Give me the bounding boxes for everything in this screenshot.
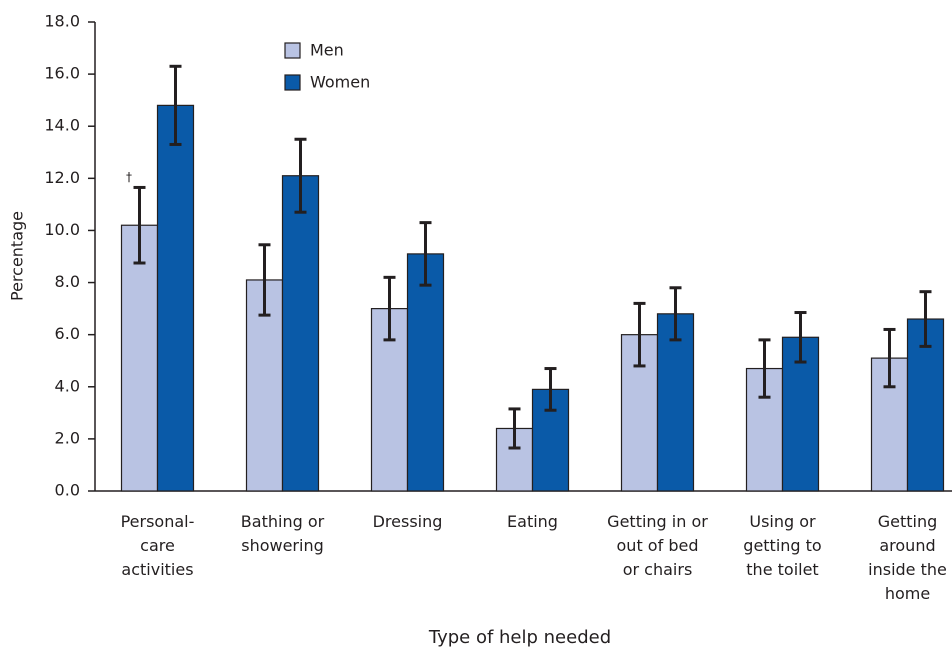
y-tick-label: 6.0 xyxy=(55,324,80,343)
error-bar xyxy=(544,367,557,412)
y-tick-label: 16.0 xyxy=(44,64,80,83)
x-axis-title: Type of help needed xyxy=(428,627,611,648)
label-line: Bathing or xyxy=(241,512,325,531)
error-bar xyxy=(133,185,146,265)
label-line: Eating xyxy=(507,512,558,531)
error-bar xyxy=(758,338,771,399)
y-tick-label: 0.0 xyxy=(55,481,80,500)
x-tick-label: Dressing xyxy=(373,512,443,531)
label-line: activities xyxy=(121,560,193,579)
label-line: out of bed xyxy=(617,536,699,555)
bar xyxy=(281,175,320,492)
label-line: getting to xyxy=(743,536,821,555)
y-tick-label: 14.0 xyxy=(44,116,80,135)
label-line: home xyxy=(885,584,930,603)
label-line: or chairs xyxy=(623,560,693,579)
y-tick-label: 12.0 xyxy=(44,168,80,187)
error-bar xyxy=(919,290,932,348)
legend-swatch xyxy=(284,42,301,59)
label-line: inside the xyxy=(868,560,947,579)
error-bar xyxy=(508,407,521,450)
x-tick-label: Eating xyxy=(507,512,558,531)
bar xyxy=(156,104,195,492)
legend-swatch xyxy=(284,74,301,91)
error-bar xyxy=(258,243,271,317)
error-bar xyxy=(169,64,182,146)
annotation: † xyxy=(126,170,132,184)
error-bar xyxy=(294,137,307,214)
legend-label: Men xyxy=(310,41,344,60)
label-line: showering xyxy=(241,536,324,555)
y-tick-label: 2.0 xyxy=(55,428,80,447)
label-line: Dressing xyxy=(373,512,443,531)
error-bar xyxy=(669,286,682,342)
x-tick-label: Using or getting to the toilet xyxy=(743,512,821,579)
x-tick-label: Bathing or showering xyxy=(241,512,325,555)
x-tick-label: Getting in or out of bed or chairs xyxy=(607,512,708,579)
label-line: Getting in or xyxy=(607,512,708,531)
bar xyxy=(656,313,695,492)
y-axis-title: Percentage xyxy=(8,211,27,301)
label-line: Using or xyxy=(749,512,816,531)
y-tick-label: 18.0 xyxy=(44,12,80,31)
y-tick-label: 10.0 xyxy=(44,220,80,239)
y-tick-label: 8.0 xyxy=(55,272,80,291)
label-line: care xyxy=(140,536,175,555)
x-tick-label: Personal-care activities xyxy=(121,512,195,579)
bar xyxy=(120,224,159,492)
bar xyxy=(406,253,445,492)
y-tick-label: 4.0 xyxy=(55,376,80,395)
error-bar xyxy=(883,327,896,389)
error-bar xyxy=(633,301,646,368)
legend-label: Women xyxy=(310,73,370,92)
error-bar xyxy=(419,221,432,287)
label-line: Getting xyxy=(878,512,938,531)
label-line: around xyxy=(879,536,935,555)
label-line: the toilet xyxy=(746,560,818,579)
error-bar xyxy=(794,311,807,364)
error-bar xyxy=(383,275,396,342)
x-tick-label: Getting around inside the home xyxy=(868,512,947,603)
label-line: Personal- xyxy=(121,512,195,531)
